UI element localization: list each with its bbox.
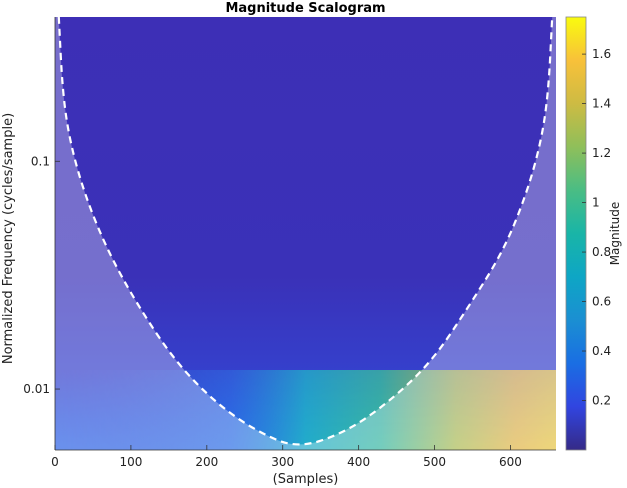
y-tick-label: 0.1 bbox=[31, 154, 50, 168]
colorbar-label: Magnitude bbox=[608, 202, 622, 266]
colorbar-tick-label: 0.6 bbox=[592, 295, 611, 309]
colorbar-tick-label: 0.4 bbox=[592, 344, 611, 358]
y-tick-label: 0.01 bbox=[23, 382, 50, 396]
colorbar-scale bbox=[565, 16, 587, 451]
cone-of-influence-line bbox=[57, 17, 554, 446]
colorbar-tick-label: 0.2 bbox=[592, 394, 611, 408]
chart-title: Magnitude Scalogram bbox=[225, 1, 385, 16]
x-tick-label: 200 bbox=[195, 455, 218, 469]
low-frequency-energy bbox=[55, 370, 556, 450]
colorbar-tick-label: 1.6 bbox=[592, 47, 611, 61]
y-axis-label: Normalized Frequency (cycles/sample) bbox=[1, 113, 16, 364]
colorbar-tick-label: 1.4 bbox=[592, 97, 611, 111]
x-tick-label: 400 bbox=[347, 455, 370, 469]
x-axis-label: (Samples) bbox=[273, 472, 339, 487]
outside-cone-shade bbox=[55, 17, 556, 450]
colorbar-tick-label: 1.2 bbox=[592, 146, 611, 160]
colorbar-tick-label: 1 bbox=[592, 196, 600, 210]
x-tick-label: 600 bbox=[499, 455, 522, 469]
y-axis: 0.01 0.1 bbox=[23, 17, 60, 450]
x-tick-label: 0 bbox=[51, 455, 59, 469]
colorbar: 0.2 0.4 0.6 0.8 1 1.2 1.4 1.6 bbox=[565, 16, 611, 451]
x-tick-label: 500 bbox=[423, 455, 446, 469]
x-tick-label: 300 bbox=[271, 455, 294, 469]
plot-area bbox=[55, 17, 556, 450]
x-tick-label: 100 bbox=[119, 455, 142, 469]
x-axis: 0 100 200 300 400 500 600 bbox=[51, 445, 556, 469]
colorbar-ticks: 0.2 0.4 0.6 0.8 1 1.2 1.4 1.6 bbox=[582, 47, 611, 408]
colorbar-tick-label: 0.8 bbox=[592, 245, 611, 259]
